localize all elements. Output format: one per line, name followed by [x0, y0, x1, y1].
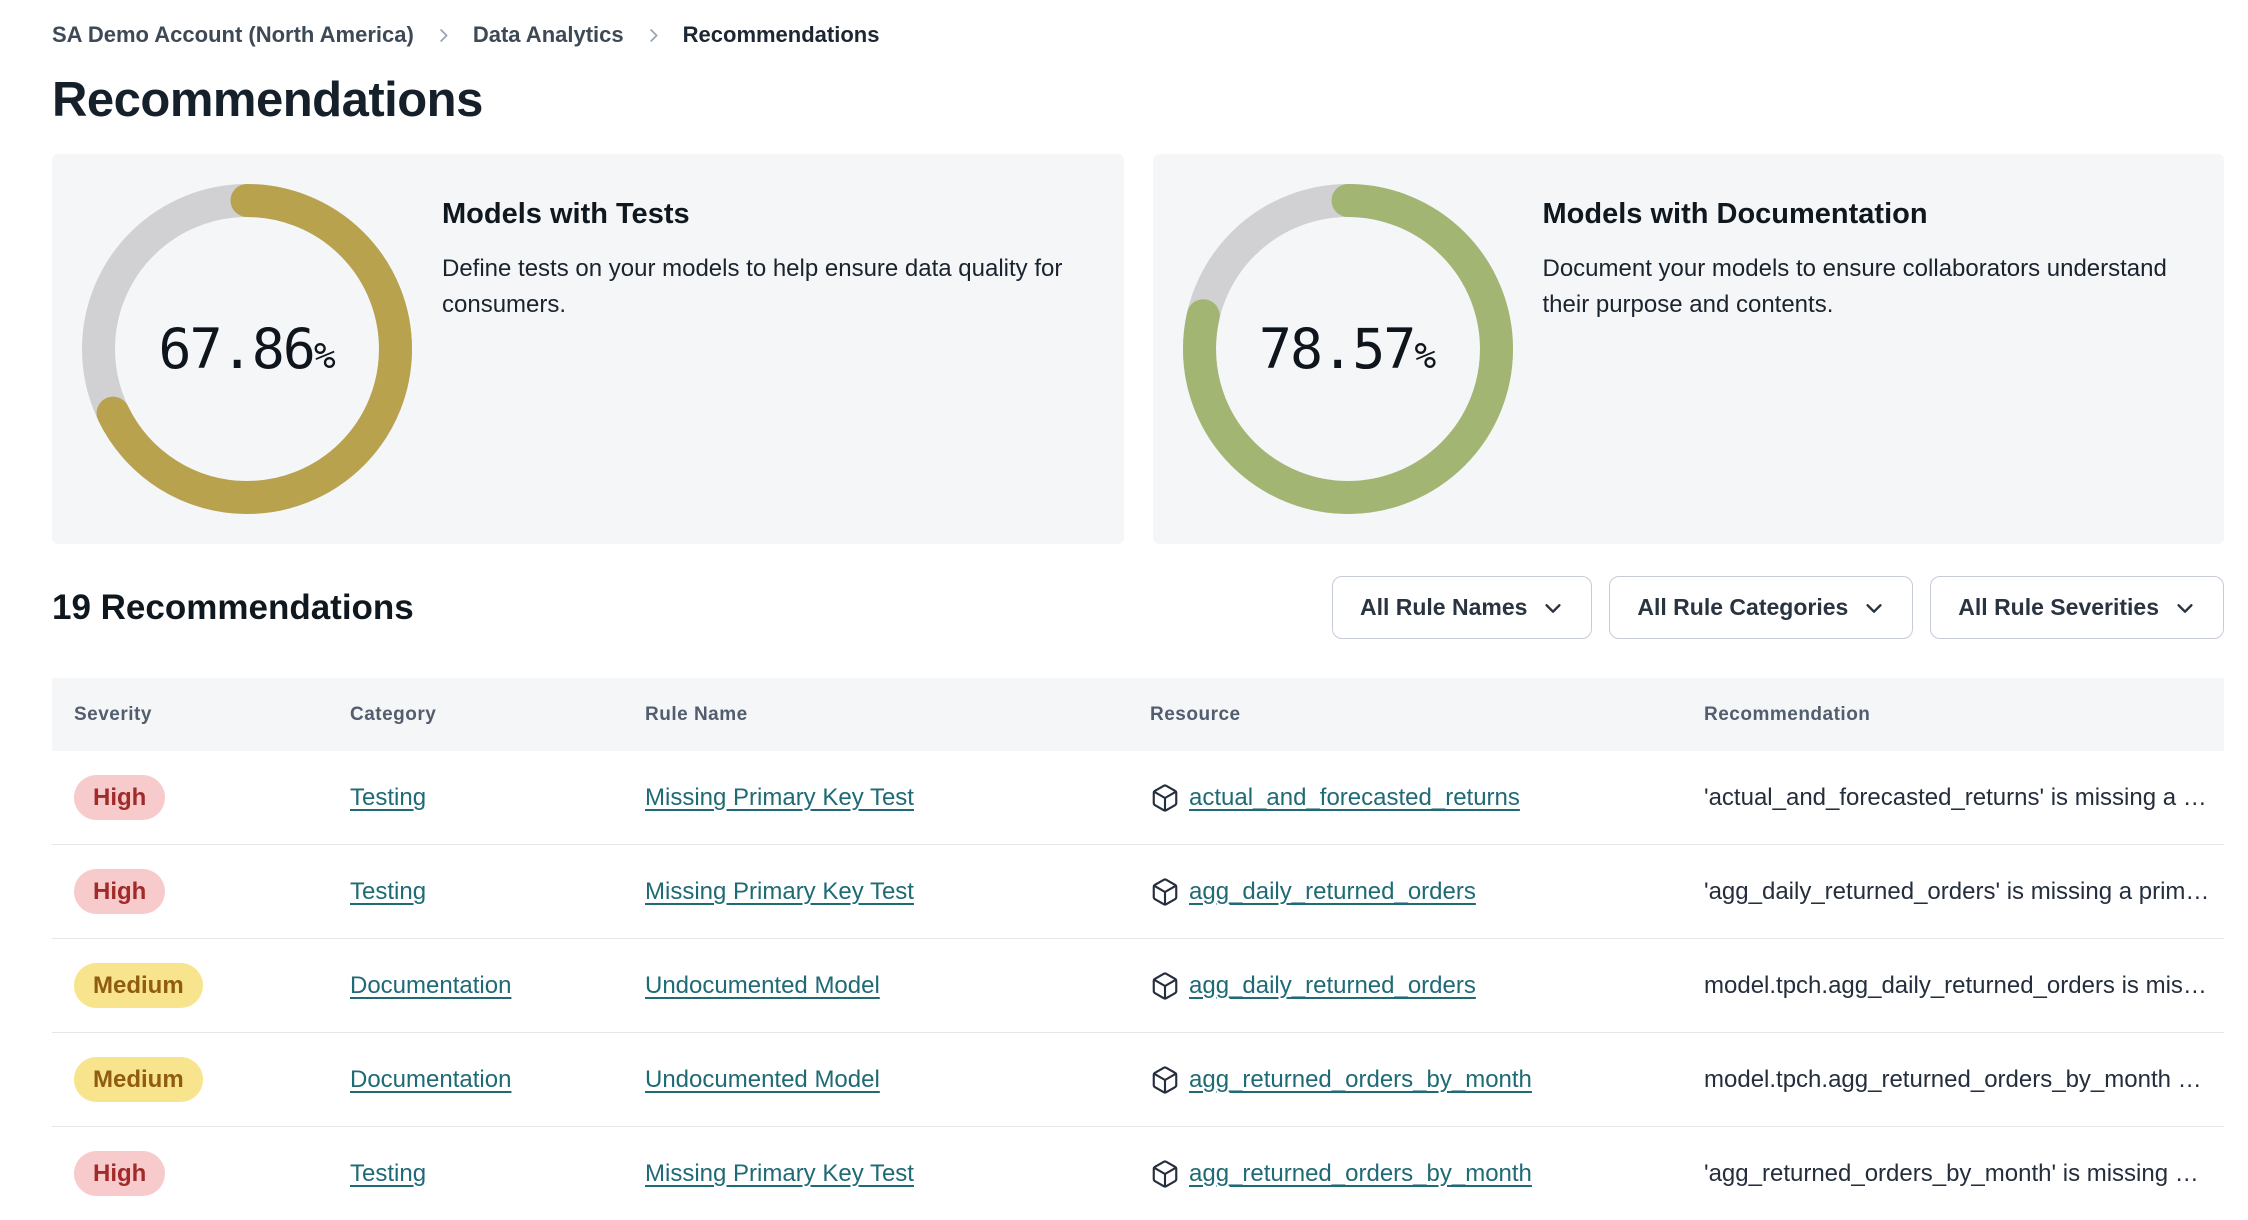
column-header-resource: Resource — [1150, 703, 1241, 725]
model-cube-icon — [1150, 971, 1180, 1001]
table-row: Medium Documentation Undocumented Model … — [52, 939, 2224, 1033]
rule-name-link[interactable]: Missing Primary Key Test — [645, 1159, 914, 1187]
severity-badge: High — [74, 869, 166, 914]
severity-badge: High — [74, 775, 166, 820]
table-row: Medium Documentation Undocumented Model … — [52, 1033, 2224, 1127]
chevron-right-icon — [434, 26, 453, 45]
recommendations-section-header: 19 Recommendations All Rule Names All Ru… — [52, 576, 2224, 639]
category-link[interactable]: Documentation — [350, 971, 512, 999]
filter-label: All Rule Categories — [1637, 594, 1849, 620]
rule-name-link[interactable]: Undocumented Model — [645, 971, 880, 999]
donut-chart — [1182, 184, 1513, 514]
model-cube-icon — [1150, 783, 1180, 813]
percent-sign: % — [1414, 336, 1437, 377]
breadcrumb-account[interactable]: SA Demo Account (North America) — [52, 22, 414, 47]
recommendations-count-title: 19 Recommendations — [52, 587, 414, 627]
recommendation-text: 'agg_daily_returned_orders' is missing a… — [1704, 877, 2210, 905]
category-link[interactable]: Testing — [350, 877, 427, 905]
recommendation-text: 'actual_and_forecasted_returns' is missi… — [1704, 783, 2207, 811]
percent-value: 78.57 — [1258, 317, 1417, 381]
models-with-tests-donut: 67.86% — [82, 184, 412, 514]
chevron-down-icon — [1863, 597, 1885, 619]
severity-badge: High — [74, 1151, 166, 1196]
resource-link[interactable]: actual_and_forecasted_returns — [1189, 783, 1520, 811]
severity-badge: Medium — [74, 1057, 203, 1102]
card-text: Models with Documentation Document your … — [1153, 154, 2225, 323]
donut-progress-arc — [1182, 184, 1513, 514]
card-description: Define tests on your models to help ensu… — [442, 255, 1063, 318]
resource-link[interactable]: agg_daily_returned_orders — [1189, 971, 1476, 999]
category-link[interactable]: Testing — [350, 783, 427, 811]
card-description: Document your models to ensure collabora… — [1542, 255, 2167, 318]
rule-names-filter-dropdown[interactable]: All Rule Names — [1331, 576, 1593, 639]
table-header-row: Severity Category Rule Name Resource Rec… — [52, 678, 2224, 751]
breadcrumb: SA Demo Account (North America) Data Ana… — [52, 22, 2224, 48]
donut-chart — [82, 184, 412, 514]
chevron-down-icon — [1542, 597, 1564, 619]
card-title: Models with Documentation — [1542, 198, 1928, 230]
table-row: High Testing Missing Primary Key Test ag… — [52, 845, 2224, 939]
rule-name-link[interactable]: Undocumented Model — [645, 1065, 880, 1093]
recommendation-text: model.tpch.agg_daily_returned_orders is … — [1704, 971, 2207, 999]
column-header-rule-name: Rule Name — [645, 703, 748, 725]
donut-progress-arc — [82, 184, 412, 514]
column-header-category: Category — [350, 703, 437, 725]
chevron-down-icon — [2174, 597, 2196, 619]
category-link[interactable]: Testing — [350, 1159, 427, 1187]
filter-bar: All Rule Names All Rule Categories All R… — [1331, 576, 2224, 639]
column-header-recommendation: Recommendation — [1704, 703, 1871, 725]
recommendation-text: model.tpch.agg_returned_orders_by_month … — [1704, 1065, 2202, 1093]
filter-label: All Rule Severities — [1958, 594, 2159, 620]
model-cube-icon — [1150, 877, 1180, 907]
page-title: Recommendations — [52, 73, 483, 127]
card-text: Models with Tests Define tests on your m… — [52, 154, 1124, 323]
column-header-severity: Severity — [74, 703, 152, 725]
models-with-tests-card: 67.86% Models with Tests Define tests on… — [52, 154, 1124, 544]
resource-link[interactable]: agg_returned_orders_by_month — [1189, 1159, 1532, 1187]
table-row: High Testing Missing Primary Key Test ag… — [52, 1127, 2224, 1220]
donut-percent-label: 67.86% — [82, 184, 412, 514]
model-cube-icon — [1150, 1159, 1180, 1189]
rule-name-link[interactable]: Missing Primary Key Test — [645, 877, 914, 905]
severity-badge: Medium — [74, 963, 203, 1008]
resource-link[interactable]: agg_returned_orders_by_month — [1189, 1065, 1532, 1093]
percent-sign: % — [313, 336, 336, 377]
category-link[interactable]: Documentation — [350, 1065, 512, 1093]
table-row: High Testing Missing Primary Key Test ac… — [52, 751, 2224, 845]
rule-name-link[interactable]: Missing Primary Key Test — [645, 783, 914, 811]
rule-categories-filter-dropdown[interactable]: All Rule Categories — [1609, 576, 1914, 639]
donut-percent-label: 78.57% — [1183, 184, 1513, 514]
models-with-documentation-donut: 78.57% — [1182, 184, 1513, 514]
recommendations-table: Severity Category Rule Name Resource Rec… — [52, 678, 2224, 1220]
breadcrumb-current-page: Recommendations — [682, 22, 880, 47]
resource-link[interactable]: agg_daily_returned_orders — [1189, 877, 1476, 905]
breadcrumb-project[interactable]: Data Analytics — [472, 22, 624, 47]
rule-severities-filter-dropdown[interactable]: All Rule Severities — [1930, 576, 2224, 639]
chevron-right-icon — [644, 26, 663, 45]
metric-cards: 67.86% Models with Tests Define tests on… — [52, 154, 2224, 544]
model-cube-icon — [1150, 1065, 1180, 1095]
percent-value: 67.86 — [158, 317, 316, 381]
recommendation-text: 'agg_returned_orders_by_month' is missin… — [1704, 1159, 2199, 1187]
filter-label: All Rule Names — [1359, 594, 1528, 620]
card-title: Models with Tests — [442, 198, 690, 230]
models-with-documentation-card: 78.57% Models with Documentation Documen… — [1152, 154, 2225, 544]
